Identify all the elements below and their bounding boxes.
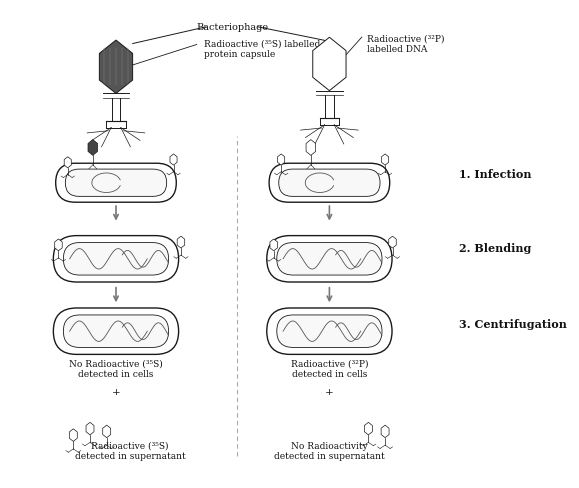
Polygon shape xyxy=(270,240,277,251)
Text: Radioactive (³²P)
labelled DNA: Radioactive (³²P) labelled DNA xyxy=(367,35,444,54)
FancyBboxPatch shape xyxy=(53,308,178,355)
Polygon shape xyxy=(88,140,98,156)
FancyBboxPatch shape xyxy=(277,243,382,276)
Text: Radioactive (³²P)
detected in cells: Radioactive (³²P) detected in cells xyxy=(291,359,368,379)
Polygon shape xyxy=(54,240,62,251)
Text: 3. Centrifugation: 3. Centrifugation xyxy=(459,319,567,329)
Polygon shape xyxy=(64,158,71,168)
FancyBboxPatch shape xyxy=(63,243,168,276)
Polygon shape xyxy=(86,423,94,435)
Text: Radioactive (³⁵S) labelled
protein capsule: Radioactive (³⁵S) labelled protein capsu… xyxy=(204,40,320,59)
Polygon shape xyxy=(389,237,396,248)
Polygon shape xyxy=(170,155,177,166)
Text: Bacteriophage: Bacteriophage xyxy=(196,23,268,32)
Polygon shape xyxy=(102,425,111,438)
Polygon shape xyxy=(177,237,185,248)
FancyBboxPatch shape xyxy=(267,236,392,283)
Text: No Radioactivity
detected in supernatant: No Radioactivity detected in supernatant xyxy=(274,441,385,460)
Polygon shape xyxy=(306,140,316,156)
Polygon shape xyxy=(382,155,389,166)
FancyBboxPatch shape xyxy=(53,236,178,283)
Text: 1. Infection: 1. Infection xyxy=(459,168,532,180)
Polygon shape xyxy=(381,425,389,438)
Text: Radioactive (³⁵S)
detected in supernatant: Radioactive (³⁵S) detected in supernatan… xyxy=(75,441,185,460)
FancyBboxPatch shape xyxy=(56,164,176,203)
FancyBboxPatch shape xyxy=(278,170,380,197)
Text: No Radioactive (³⁵S)
detected in cells: No Radioactive (³⁵S) detected in cells xyxy=(69,359,163,379)
Polygon shape xyxy=(313,38,346,91)
Text: +: + xyxy=(112,387,120,396)
Polygon shape xyxy=(364,423,372,435)
FancyBboxPatch shape xyxy=(267,308,392,355)
Text: 2. Blending: 2. Blending xyxy=(459,243,532,254)
Polygon shape xyxy=(69,429,77,442)
Polygon shape xyxy=(100,41,133,94)
Text: +: + xyxy=(325,387,334,396)
FancyBboxPatch shape xyxy=(63,315,168,348)
Polygon shape xyxy=(277,155,285,166)
FancyBboxPatch shape xyxy=(277,315,382,348)
FancyBboxPatch shape xyxy=(269,164,390,203)
FancyBboxPatch shape xyxy=(65,170,167,197)
